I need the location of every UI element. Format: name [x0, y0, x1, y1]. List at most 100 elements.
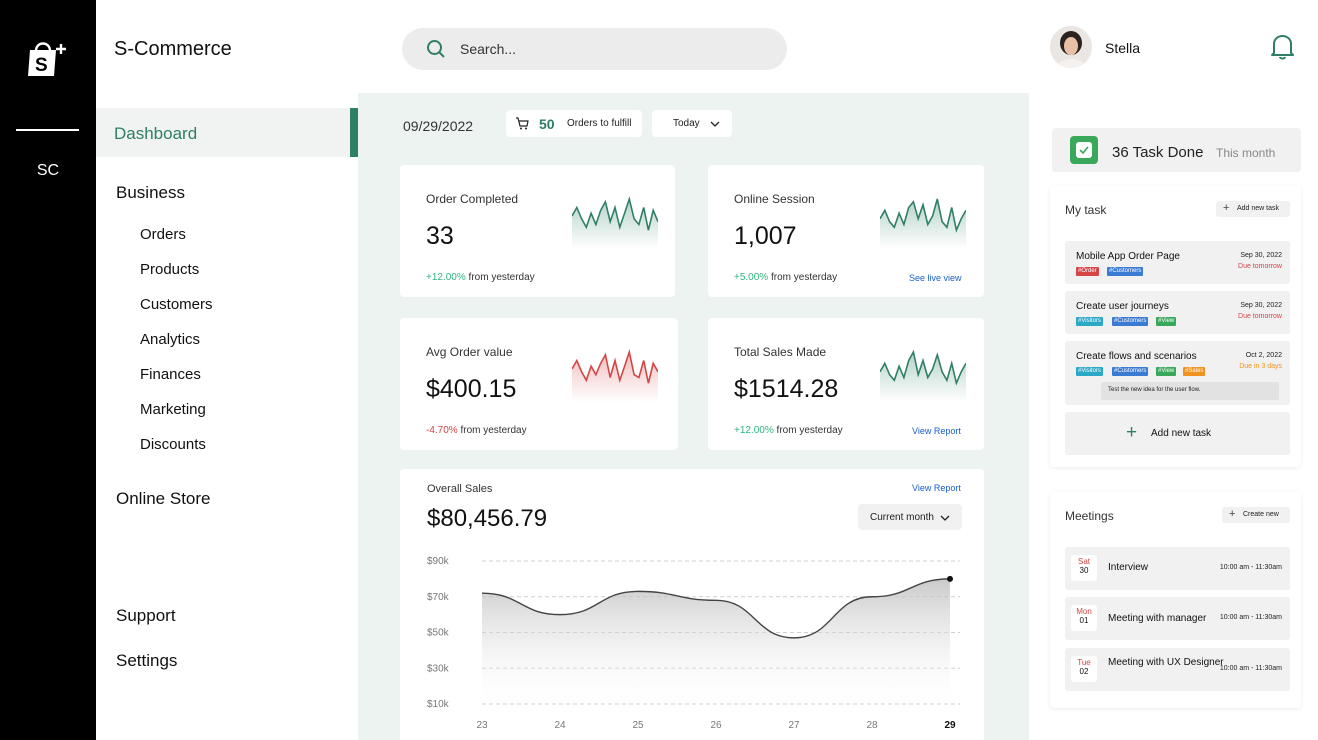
meeting-day: 01	[1079, 616, 1089, 625]
sidebar-item-support[interactable]: Support	[116, 606, 176, 625]
stat-delta: +12.00% from yesterday	[426, 272, 535, 283]
task-due: Due tomorrow	[1238, 313, 1282, 320]
sidebar-item-dashboard[interactable]: Dashboard	[96, 108, 358, 157]
sparkline-line	[880, 349, 966, 386]
stat-value: $400.15	[426, 375, 517, 403]
task-item[interactable]: Create user journeys Sep 30, 2022 Due to…	[1065, 291, 1290, 334]
sidebar-item-orders[interactable]: Orders	[140, 226, 186, 243]
notification-bell-icon[interactable]	[1270, 33, 1295, 60]
button-label: Add new task	[1237, 205, 1280, 212]
delta-suffix: from yesterday	[468, 272, 535, 283]
meeting-item[interactable]: Tue 02 Meeting with UX Designer 10:00 am …	[1065, 648, 1290, 691]
meetings-panel: Meetings + Create new Sat 30 Interview 10…	[1050, 492, 1301, 708]
chart-point	[947, 575, 953, 582]
stat-value: $1514.28	[734, 375, 839, 403]
meeting-day: 30	[1079, 566, 1089, 575]
meeting-title: Meeting with UX Designer	[1108, 657, 1224, 668]
y-tick-label: $10k	[427, 699, 450, 710]
task-title: Create flows and scenarios	[1076, 351, 1197, 362]
meeting-day: 02	[1079, 667, 1089, 676]
stat-card-total-sales[interactable]: Total Sales Made $1514.28 +12.00% from y…	[708, 318, 984, 450]
plus-icon: +	[1126, 422, 1138, 443]
delta-percent: +12.00%	[734, 425, 774, 436]
sidebar-item-finances[interactable]: Finances	[140, 366, 201, 383]
sidebar-item-marketing[interactable]: Marketing	[140, 401, 206, 418]
sparkline	[572, 348, 658, 402]
stat-title: Total Sales Made	[734, 345, 827, 359]
chart-period-dropdown[interactable]: Current month	[858, 504, 962, 530]
sidebar-section-business[interactable]: Business	[116, 183, 185, 202]
meeting-date-badge: Tue 02	[1071, 656, 1097, 682]
delta-percent: +5.00%	[734, 272, 769, 283]
delta-suffix: from yesterday	[460, 425, 527, 436]
orders-count: 50	[539, 116, 555, 132]
stat-delta: -4.70% from yesterday	[426, 425, 527, 436]
avatar[interactable]	[1050, 26, 1092, 68]
task-tag: #Customers	[1112, 317, 1149, 326]
panel-title: My task	[1065, 203, 1107, 217]
task-tag: #Sales	[1183, 367, 1206, 376]
delta-suffix: from yesterday	[770, 272, 838, 283]
meeting-title: Meeting with manager	[1108, 613, 1207, 624]
period-dropdown[interactable]: Today	[652, 110, 732, 137]
search-input[interactable]	[460, 28, 760, 70]
meeting-item[interactable]: Mon 01 Meeting with manager 10:00 am - 11…	[1065, 597, 1290, 640]
chart-period-value: Current month	[870, 512, 934, 523]
meeting-time: 10:00 am - 11:30am	[1219, 614, 1282, 621]
task-date: Oct 2, 2022	[1245, 352, 1282, 359]
x-tick-label: 29	[944, 720, 956, 731]
sidebar-item-discounts[interactable]: Discounts	[140, 436, 206, 453]
y-tick-label: $90k	[427, 556, 450, 567]
sidebar-item-customers[interactable]: Customers	[140, 296, 213, 313]
shopping-bag-logo-icon[interactable]: S	[26, 38, 68, 78]
sparkline	[880, 349, 966, 402]
view-report-link[interactable]: View Report	[912, 483, 961, 493]
user-name[interactable]: Stella	[1105, 40, 1141, 56]
user-photo-icon	[1050, 26, 1092, 68]
x-tick-label: 27	[788, 720, 800, 731]
meeting-time: 10:00 am - 11:30am	[1219, 665, 1282, 672]
search-bar[interactable]	[402, 28, 787, 70]
sparkline-line	[572, 348, 658, 384]
sparkline-area	[572, 199, 658, 249]
create-new-meeting-button[interactable]: + Create new	[1222, 507, 1290, 523]
rail-divider	[16, 129, 79, 131]
meeting-date-badge: Mon 01	[1071, 605, 1097, 631]
meeting-title: Interview	[1108, 562, 1149, 573]
delta-suffix: from yesterday	[776, 425, 843, 436]
meeting-weekday: Tue	[1077, 658, 1091, 667]
sparkline-line	[572, 196, 658, 231]
sidebar-item-products[interactable]: Products	[140, 261, 200, 278]
store-short-name[interactable]: SC	[36, 162, 60, 179]
task-item[interactable]: Mobile App Order Page Sep 30, 2022 Due t…	[1065, 241, 1290, 284]
add-new-task-button[interactable]: + Add new task	[1216, 201, 1290, 217]
sidebar-item-settings[interactable]: Settings	[116, 651, 178, 670]
plus-icon: +	[1223, 202, 1230, 214]
see-live-view-link[interactable]: See live view	[909, 273, 962, 283]
view-report-link[interactable]: View Report	[912, 426, 961, 436]
app-rail: S SC	[0, 0, 96, 740]
checkbox-icon	[1070, 136, 1098, 164]
stat-card-avg-order-value[interactable]: Avg Order value $400.15 -4.70% from yest…	[400, 318, 678, 450]
meeting-item[interactable]: Sat 30 Interview 10:00 am - 11:30am	[1065, 547, 1290, 590]
y-tick-label: $70k	[427, 592, 450, 603]
task-date: Sep 30, 2022	[1240, 252, 1282, 259]
task-tag: #View	[1156, 317, 1177, 326]
overall-title: Overall Sales	[427, 483, 493, 495]
task-tag: #Customers	[1107, 267, 1144, 276]
stat-card-online-session[interactable]: Online Session 1,007 +5.00% from yesterd…	[708, 165, 984, 297]
sidebar-item-online-store[interactable]: Online Store	[116, 489, 211, 508]
task-item[interactable]: Create flows and scenarios Oct 2, 2022 D…	[1065, 341, 1290, 405]
stat-card-order-completed[interactable]: Order Completed 33 +12.00% from yesterda…	[400, 165, 675, 297]
task-due: Due tomorrow	[1238, 263, 1282, 270]
task-due: Due in 3 days	[1239, 363, 1282, 370]
add-new-task-tile[interactable]: + Add new task	[1065, 412, 1290, 455]
search-icon	[427, 40, 445, 58]
orders-to-fulfill-chip[interactable]: 50 Orders to fulfill	[506, 110, 642, 137]
delta-percent: -4.70%	[426, 425, 458, 436]
overall-value: $80,456.79	[427, 505, 548, 532]
stat-title: Avg Order value	[426, 345, 513, 359]
task-title: Mobile App Order Page	[1076, 251, 1180, 262]
sidebar-item-analytics[interactable]: Analytics	[140, 331, 201, 348]
task-done-count: 36 Task Done	[1112, 144, 1204, 161]
